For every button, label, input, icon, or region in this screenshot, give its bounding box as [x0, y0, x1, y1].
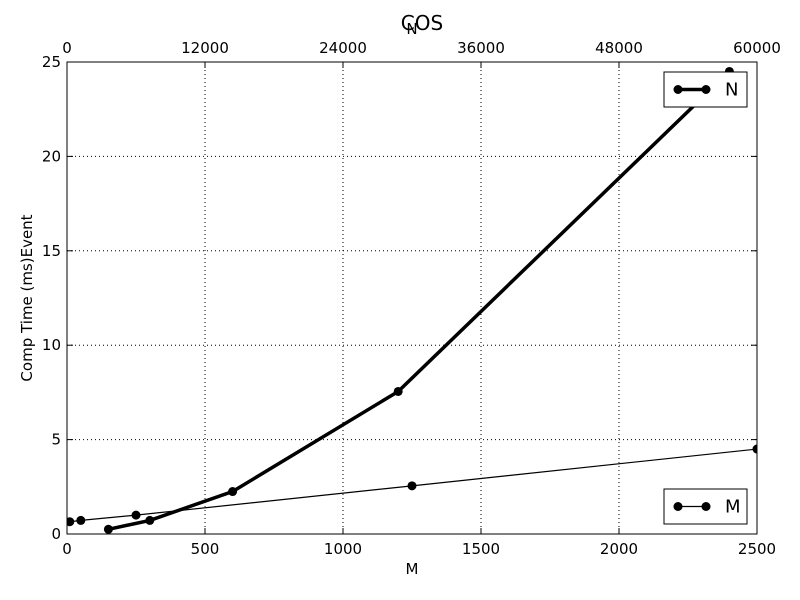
x2-axis-label: N	[406, 20, 417, 38]
data-point-N	[393, 386, 403, 396]
legend-label: N	[725, 80, 738, 101]
y-tick-label: 10	[42, 336, 61, 354]
plot-frame	[66, 61, 758, 535]
series-line-N	[108, 70, 731, 531]
legend-label: M	[725, 497, 741, 518]
y-tick-label: 5	[51, 431, 61, 449]
x-tick-label: 0	[62, 540, 72, 558]
y-tick-label: 25	[42, 53, 61, 71]
data-point-N	[145, 515, 155, 525]
series-N	[103, 66, 734, 534]
legend-marker	[701, 85, 711, 94]
data-point-M	[131, 510, 141, 520]
x-tick-label: 1000	[324, 540, 362, 558]
x-tick-label: 2000	[600, 540, 638, 558]
x2-tick-label: 12000	[181, 39, 229, 57]
data-point-M	[67, 517, 75, 527]
data-point-N	[103, 524, 113, 534]
x2-tick-label: 48000	[595, 39, 643, 57]
legend-marker	[701, 502, 711, 511]
x-tick-label: 2500	[738, 540, 776, 558]
y-tick-label: 15	[42, 242, 61, 260]
tick-layer: 0 500 1000 1500 2000 2500 0 12000 24000 36000 4800…	[42, 39, 781, 558]
grid-lines	[67, 62, 757, 534]
x-tick-label: 500	[191, 540, 220, 558]
y-tick-label: 0	[51, 525, 61, 543]
series-M	[67, 444, 757, 527]
x2-tick-label: 24000	[319, 39, 367, 57]
legend-marker	[673, 502, 683, 511]
y-axis-label: Comp Time (ms)Event	[18, 214, 36, 381]
data-point-N	[228, 487, 238, 497]
chart-title: COS	[401, 11, 443, 35]
x2-tick-label: 0	[62, 39, 72, 57]
x2-tick-label: 36000	[457, 39, 505, 57]
legend-marker	[673, 85, 683, 94]
data-point-M	[407, 481, 417, 491]
data-point-M	[752, 444, 757, 454]
legend-M: M	[663, 488, 748, 525]
legend-layer: NM	[663, 71, 748, 525]
data-point-M	[76, 515, 86, 525]
series-layer	[67, 66, 757, 534]
x-axis-label: M	[406, 560, 419, 578]
x-tick-label: 1500	[462, 540, 500, 558]
x2-tick-label: 60000	[733, 39, 781, 57]
legend-N: N	[663, 71, 748, 108]
y-tick-label: 20	[42, 147, 61, 165]
